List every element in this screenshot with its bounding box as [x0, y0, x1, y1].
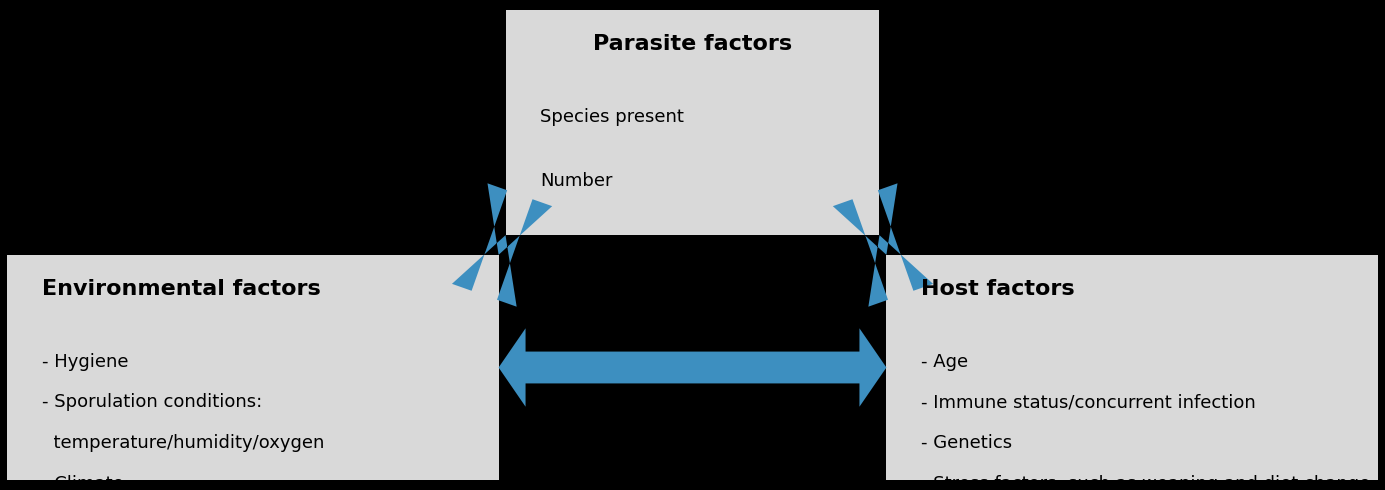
Text: - Stress factors, such as weaning and diet change: - Stress factors, such as weaning and di…	[921, 475, 1370, 490]
Polygon shape	[452, 183, 553, 307]
Text: - Genetics: - Genetics	[921, 434, 1012, 452]
Text: - Climate: - Climate	[42, 475, 123, 490]
Text: - Immune status/concurrent infection: - Immune status/concurrent infection	[921, 393, 1256, 412]
Text: Host factors: Host factors	[921, 279, 1075, 299]
Polygon shape	[832, 183, 933, 307]
FancyBboxPatch shape	[506, 10, 879, 235]
Text: - Sporulation conditions:: - Sporulation conditions:	[42, 393, 262, 412]
Polygon shape	[499, 328, 886, 407]
FancyBboxPatch shape	[7, 255, 499, 480]
Text: Environmental factors: Environmental factors	[42, 279, 320, 299]
Text: temperature/humidity/oxygen: temperature/humidity/oxygen	[42, 434, 324, 452]
Text: Parasite factors: Parasite factors	[593, 34, 792, 54]
Text: - Age: - Age	[921, 353, 968, 371]
Text: - Hygiene: - Hygiene	[42, 353, 127, 371]
Text: Species present: Species present	[540, 108, 684, 126]
Text: Number: Number	[540, 172, 612, 190]
FancyBboxPatch shape	[886, 255, 1378, 480]
